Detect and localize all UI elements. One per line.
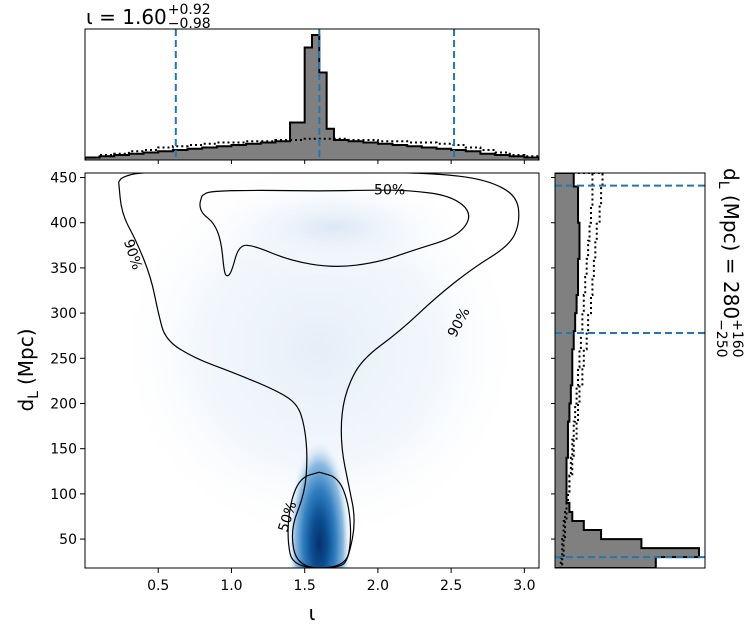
y-axis-label: dL (Mpc): [14, 328, 42, 411]
x-tick-label-4: 2.5: [440, 578, 462, 594]
y-tick-label-8: 450: [50, 171, 77, 187]
y-tick-label-2: 150: [50, 442, 77, 458]
top-title-lower-error: −0.98: [168, 16, 211, 32]
right-marginal-histogram: [555, 173, 705, 568]
top-title-text: ι = 1.60: [86, 5, 167, 29]
right-marginal-panel: dL (Mpc) = 280+160−250: [551, 168, 745, 569]
density-wide-region: [114, 173, 525, 549]
top-histogram-fill: [85, 35, 539, 160]
density-peak: [287, 436, 352, 568]
y-tick-label-1: 100: [50, 487, 77, 503]
svg-text:dL(Mpc): dL (Mpc): [14, 328, 42, 411]
right-title-subscript: L: [715, 181, 731, 189]
contour-50-1: [199, 189, 470, 277]
contour-label-2: 50%: [374, 182, 405, 198]
right-marginal-ticks: [551, 177, 555, 540]
right-title-main: d: [719, 168, 743, 181]
top-title-upper-error: +0.92: [168, 2, 211, 18]
right-title-upper-error: +160: [729, 319, 745, 357]
y-tick-label-7: 400: [50, 216, 77, 232]
y-tick-label-5: 300: [50, 306, 77, 322]
contour-90-0: [118, 173, 520, 568]
y-tick-label-6: 350: [50, 261, 77, 277]
right-histogram-outline: [555, 173, 700, 568]
top-marginal-ticks: [157, 160, 525, 164]
y-tick-label-0: 50: [59, 532, 77, 548]
y-axis-label-main: d: [14, 399, 38, 412]
top-title: ι = 1.60 +0.92 −0.98: [86, 2, 211, 32]
right-marginal-frame: [554, 172, 706, 569]
x-axis-label: ι: [309, 601, 316, 625]
right-title-lower-error: −250: [713, 319, 729, 357]
svg-text:dL (Mpc) = 280+160−250: dL (Mpc) = 280+160−250: [713, 168, 745, 358]
x-tick-label-5: 3.0: [513, 578, 535, 594]
x-tick-label-0: 0.5: [147, 578, 169, 594]
x-tick-label-3: 2.0: [367, 578, 389, 594]
top-histogram-outline: [85, 34, 539, 160]
x-tick-label-2: 1.5: [294, 578, 316, 594]
x-axis-ticks: 0.5 1.0 1.5 2.0 2.5 3.0: [147, 568, 535, 594]
right-marginal-title: dL (Mpc) = 280+160−250: [713, 168, 745, 358]
top-histogram-prior: [85, 137, 539, 160]
contour-50-2: [287, 471, 352, 568]
right-histogram-prior-b: [555, 173, 604, 568]
right-title-value: (Mpc) = 280: [719, 189, 743, 320]
top-marginal-panel: [84, 28, 540, 164]
x-tick-label-1: 1.0: [220, 578, 242, 594]
y-tick-label-4: 250: [50, 351, 77, 367]
joint-frame: [84, 172, 540, 569]
top-marginal-frame: [84, 28, 540, 161]
contour-lines: [118, 173, 520, 568]
joint-panel: 90%90%50%50% 0.5 1.0 1.5 2.0 2.5 3.0 50100150…: [14, 171, 540, 625]
y-axis-label-unit: (Mpc): [14, 328, 38, 385]
y-tick-label-3: 200: [50, 396, 77, 412]
right-histogram-prior-a: [555, 173, 594, 568]
y-axis-ticks: 50 100 150 200 250 300 350 400 450: [50, 171, 85, 548]
top-marginal-histogram: [85, 29, 539, 160]
y-axis-label-subscript: L: [26, 391, 42, 399]
right-histogram-fill: [555, 173, 699, 568]
